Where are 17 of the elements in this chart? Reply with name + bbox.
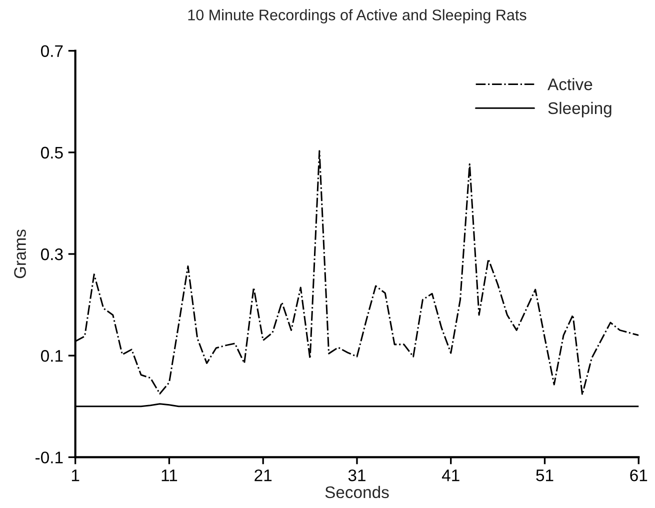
y-tick-label: 0.5 — [41, 146, 63, 159]
y-tick-label: 0.1 — [41, 350, 63, 362]
x-tick-label: 1 — [72, 470, 80, 482]
y-tick-label: 0.3 — [41, 248, 63, 260]
x-tick-label: 31 — [348, 469, 366, 482]
x-tick-label: 51 — [536, 470, 554, 482]
legend-label: Sleeping — [548, 102, 612, 118]
y-tick-label: 0.7 — [41, 45, 63, 58]
legend-label: Active — [548, 78, 592, 90]
x-tick-label: 21 — [254, 469, 272, 482]
x-tick-label: 41 — [442, 470, 460, 482]
x-tick-label: 61 — [630, 469, 648, 482]
x-tick-label: 11 — [162, 470, 178, 482]
x-axis-title: Seconds — [325, 486, 389, 498]
y-axis-title: Grams — [14, 230, 26, 278]
y-tick-label: -0.1 — [36, 452, 63, 464]
chart-title: 10 Minute Recordings of Active and Sleeping Rats — [188, 9, 526, 24]
